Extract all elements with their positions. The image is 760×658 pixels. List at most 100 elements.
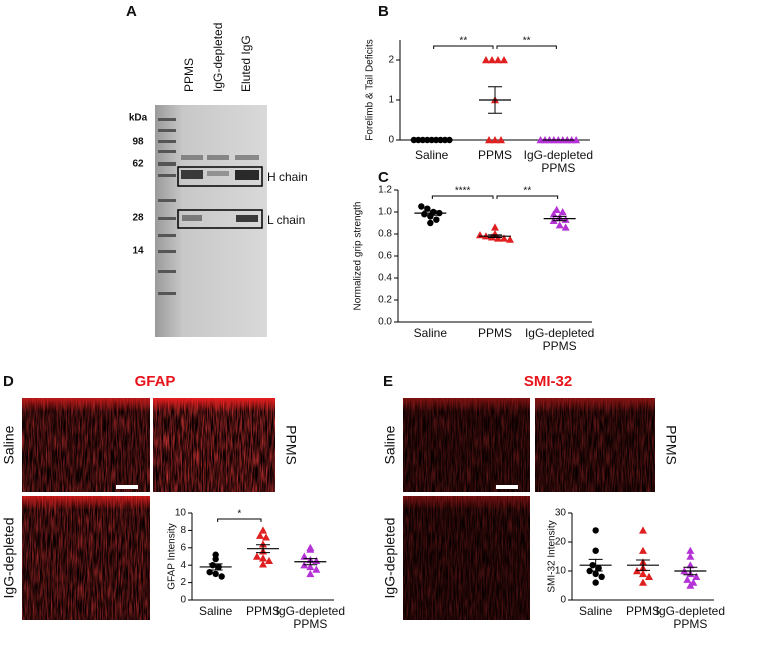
micrograph-title: SMI-32 bbox=[524, 373, 572, 390]
data-point bbox=[306, 569, 315, 578]
data-point bbox=[686, 546, 695, 554]
data-point bbox=[639, 569, 647, 578]
row-label: IgG-depleted bbox=[1, 518, 17, 599]
micrograph-edge bbox=[22, 496, 150, 510]
box-label: L chain bbox=[267, 213, 305, 227]
data-point bbox=[592, 579, 599, 586]
data-point bbox=[592, 570, 599, 578]
panel-label: C bbox=[378, 169, 389, 186]
data-point bbox=[427, 219, 434, 227]
micrograph-edge bbox=[403, 496, 530, 510]
data-point bbox=[312, 565, 321, 573]
panel-label: D bbox=[3, 373, 14, 390]
data-point bbox=[592, 527, 599, 534]
data-point bbox=[491, 223, 499, 231]
x-tick-label: PPMS bbox=[246, 604, 280, 618]
y-tick-label: 0.6 bbox=[378, 251, 392, 262]
l-chain-box bbox=[177, 209, 263, 229]
error-bar bbox=[208, 563, 223, 571]
data-point bbox=[259, 526, 267, 534]
data-point bbox=[410, 136, 418, 144]
x-tick-label: Saline bbox=[415, 148, 449, 162]
h-chain-box bbox=[177, 166, 263, 187]
y-tick-label: 0 bbox=[180, 595, 186, 606]
error-bar bbox=[488, 234, 502, 239]
micrograph-texture bbox=[22, 496, 150, 620]
x-tick-label: IgG-depleted PPMS bbox=[276, 604, 345, 631]
data-point bbox=[549, 210, 558, 218]
data-point bbox=[312, 556, 321, 565]
data-point bbox=[555, 221, 564, 229]
error-bar bbox=[256, 544, 270, 554]
data-point bbox=[491, 136, 499, 144]
significance-label: **** bbox=[455, 186, 471, 197]
data-point bbox=[692, 572, 701, 580]
data-point bbox=[253, 552, 261, 560]
marker-label: 28 bbox=[132, 213, 144, 224]
y-tick-label: 2 bbox=[388, 55, 394, 66]
data-point bbox=[488, 56, 496, 64]
error-bar bbox=[423, 210, 438, 216]
data-point bbox=[506, 235, 514, 243]
micrograph-edge bbox=[153, 398, 275, 412]
data-point bbox=[218, 573, 225, 580]
data-point bbox=[427, 213, 434, 220]
data-point bbox=[446, 136, 453, 144]
micrograph-edge bbox=[535, 398, 655, 412]
data-point bbox=[686, 552, 695, 560]
data-point bbox=[494, 56, 502, 64]
y-tick-label: 1 bbox=[388, 95, 394, 106]
y-tick-label: 10 bbox=[555, 566, 567, 577]
micrograph-texture bbox=[535, 398, 655, 492]
data-point bbox=[686, 561, 695, 569]
row-label: PPMS bbox=[283, 425, 299, 465]
y-tick-label: 20 bbox=[555, 537, 567, 548]
error-bar bbox=[303, 558, 318, 566]
y-tick-label: 0.0 bbox=[378, 317, 392, 328]
data-point bbox=[306, 562, 315, 571]
x-tick-label: PPMS bbox=[626, 604, 660, 618]
data-point bbox=[300, 552, 309, 560]
x-tick-label: IgG-depleted PPMS bbox=[656, 604, 725, 631]
error-bar bbox=[552, 215, 567, 222]
significance-bracket bbox=[496, 45, 557, 49]
x-tick-label: Saline bbox=[199, 604, 233, 618]
data-point bbox=[485, 136, 493, 144]
data-point bbox=[206, 568, 213, 576]
micrograph-texture bbox=[403, 398, 530, 492]
lane-label: PPMS bbox=[182, 58, 196, 92]
data-point bbox=[476, 231, 484, 239]
x-tick-label: PPMS bbox=[478, 326, 512, 340]
panel-label: E bbox=[383, 373, 393, 390]
y-tick-label: 10 bbox=[175, 508, 187, 519]
data-point bbox=[265, 556, 273, 565]
x-tick-label: Saline bbox=[414, 326, 448, 340]
y-tick-label: 0.2 bbox=[378, 295, 392, 306]
data-point bbox=[558, 208, 567, 216]
significance-bracket bbox=[433, 45, 494, 49]
y-tick-label: 1.2 bbox=[378, 185, 392, 196]
lane-label: IgG-depleted bbox=[211, 23, 225, 92]
row-label: IgG-depleted bbox=[382, 518, 398, 599]
marker-unit: kDa bbox=[129, 113, 148, 124]
panel-label: A bbox=[126, 3, 137, 20]
micrograph-edge bbox=[22, 398, 150, 412]
error-bar bbox=[683, 566, 698, 576]
data-point bbox=[488, 233, 496, 241]
data-point bbox=[418, 203, 425, 210]
data-point bbox=[686, 581, 695, 589]
data-point bbox=[306, 545, 315, 553]
significance-bracket bbox=[496, 195, 559, 199]
lane-label: Eluted IgG bbox=[239, 35, 253, 92]
box-label: H chain bbox=[267, 170, 308, 184]
significance-bracket bbox=[431, 195, 494, 199]
data-point bbox=[572, 136, 581, 144]
error-bar bbox=[588, 558, 603, 572]
gel-bands bbox=[158, 118, 259, 295]
y-axis-label: Normalized grip strength bbox=[353, 202, 364, 311]
significance-label: * bbox=[237, 509, 241, 520]
data-point bbox=[421, 211, 428, 218]
y-axis-label: SMI-32 Intensity bbox=[547, 520, 558, 592]
data-point bbox=[500, 56, 508, 64]
data-point bbox=[552, 205, 561, 213]
